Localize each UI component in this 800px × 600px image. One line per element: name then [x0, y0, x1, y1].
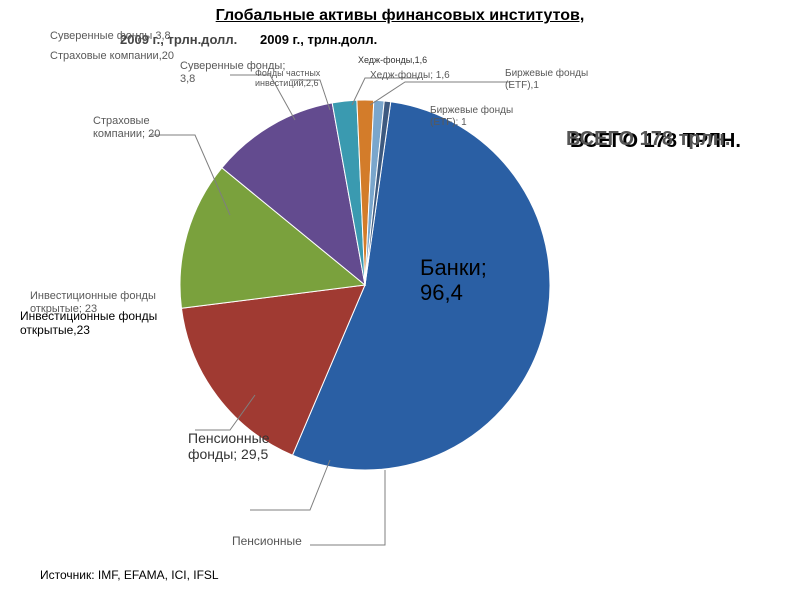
label-etf: Биржевые фонды (ETF); 1: [430, 105, 530, 128]
total-shadow: ВСЕГО 178 трлн.: [566, 128, 730, 151]
source-text: Источник: IMF, EFAMA, ICI, IFSL: [40, 568, 219, 582]
label-invest-ghost: Инвестиционные фонды открытые,23: [20, 310, 160, 338]
label-sovereign-ghost: Суверенные фонды,3,8: [50, 30, 171, 43]
label-pension: Пенсионные фонды; 29,5: [188, 430, 318, 462]
banks-text: Банки; 96,4: [420, 255, 487, 306]
label-insurance: Страховые компании; 20: [93, 115, 203, 140]
title-line2-right: 2009 г., трлн.долл.: [260, 32, 377, 47]
label-pension-alt: Пенсионные: [232, 535, 302, 549]
label-insurance-ghost: Страховые компании,20: [50, 50, 174, 63]
pie-chart: [180, 100, 550, 470]
chart-title: Глобальные активы финансовых институтов,: [140, 6, 660, 26]
label-hedge: Хедж-фонды; 1,6: [370, 70, 450, 82]
title-line1: Глобальные активы финансовых институтов,: [216, 7, 585, 24]
label-hedge-ghost: Хедж-фонды,1,6: [358, 55, 427, 65]
total-label: ВСЕГО 178 трлн. ВСЕГО 178 ТРЛН.: [570, 130, 741, 153]
leader-pension2: [310, 470, 385, 545]
label-private: Фонды частных инвестиций,2,6: [255, 68, 365, 89]
label-etf-ghost: Биржевые фонды (ETF),1: [505, 68, 605, 91]
slice-label-banks: Банки; 96,4: [420, 255, 487, 306]
